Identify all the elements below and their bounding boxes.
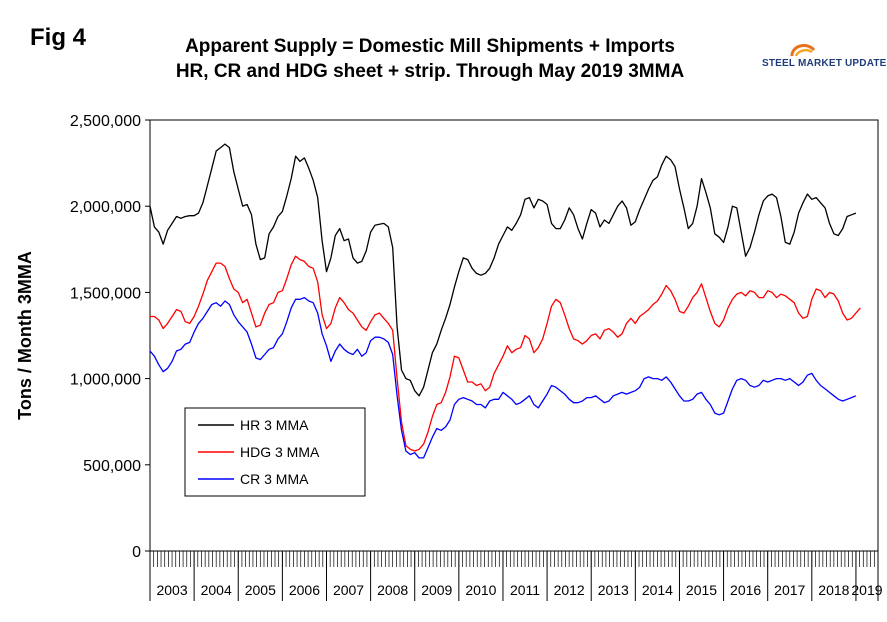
legend-entry: CR 3 MMA bbox=[240, 471, 309, 487]
series-line-0 bbox=[149, 143, 857, 397]
chart-series bbox=[149, 143, 861, 459]
x-year-label: 2017 bbox=[774, 582, 805, 598]
legend-entry: HDG 3 MMA bbox=[240, 444, 320, 460]
x-year-label: 2014 bbox=[642, 582, 673, 598]
x-year-label: 2012 bbox=[554, 582, 585, 598]
chart-legend: HR 3 MMA HDG 3 MMA CR 3 MMA bbox=[184, 407, 366, 497]
x-year-label: 2018 bbox=[818, 582, 849, 598]
steel-market-update-logo: STEEL MARKET UPDATE bbox=[762, 44, 886, 84]
x-year-label: 2013 bbox=[598, 582, 629, 598]
y-tick-label: 1,000,000 bbox=[70, 372, 141, 389]
x-year-label: 2015 bbox=[686, 582, 717, 598]
x-year-label: 2008 bbox=[377, 582, 408, 598]
x-year-label: 2004 bbox=[201, 582, 232, 598]
x-year-label: 2006 bbox=[289, 582, 320, 598]
series-line-2 bbox=[149, 296, 857, 459]
y-axis-label: Tons / Month 3MMA bbox=[15, 251, 35, 420]
x-year-label: 2003 bbox=[156, 582, 187, 598]
chart-title: Apparent Supply = Domestic Mill Shipment… bbox=[110, 34, 750, 84]
x-year-label: 2016 bbox=[730, 582, 761, 598]
y-tick-label: 2,500,000 bbox=[70, 113, 141, 130]
y-tick-label: 1,500,000 bbox=[70, 285, 141, 302]
x-year-label: 2009 bbox=[421, 582, 452, 598]
logo-text: STEEL MARKET UPDATE bbox=[762, 58, 887, 69]
x-year-label: 2019 bbox=[851, 582, 882, 598]
y-tick-label: 500,000 bbox=[83, 458, 141, 475]
x-year-label: 2010 bbox=[465, 582, 496, 598]
x-year-label: 2011 bbox=[510, 582, 540, 598]
x-year-label: 2007 bbox=[333, 582, 364, 598]
chart-title-line-1: Apparent Supply = Domestic Mill Shipment… bbox=[185, 36, 675, 57]
x-year-label: 2005 bbox=[245, 582, 276, 598]
chart-axes: 0 500,000 1,000,000 1,500,000 2,000,000 2,500… bbox=[15, 113, 883, 601]
legend-entry: HR 3 MMA bbox=[240, 417, 309, 433]
y-tick-label: 0 bbox=[132, 544, 141, 561]
logo-swoosh-icon bbox=[790, 44, 816, 57]
chart-title-line-2: HR, CR and HDG sheet + strip. Through Ma… bbox=[175, 61, 685, 82]
y-tick-label: 2,000,000 bbox=[70, 199, 141, 216]
series-line-1 bbox=[150, 255, 861, 452]
figure-label: Fig 4 bbox=[30, 24, 87, 51]
